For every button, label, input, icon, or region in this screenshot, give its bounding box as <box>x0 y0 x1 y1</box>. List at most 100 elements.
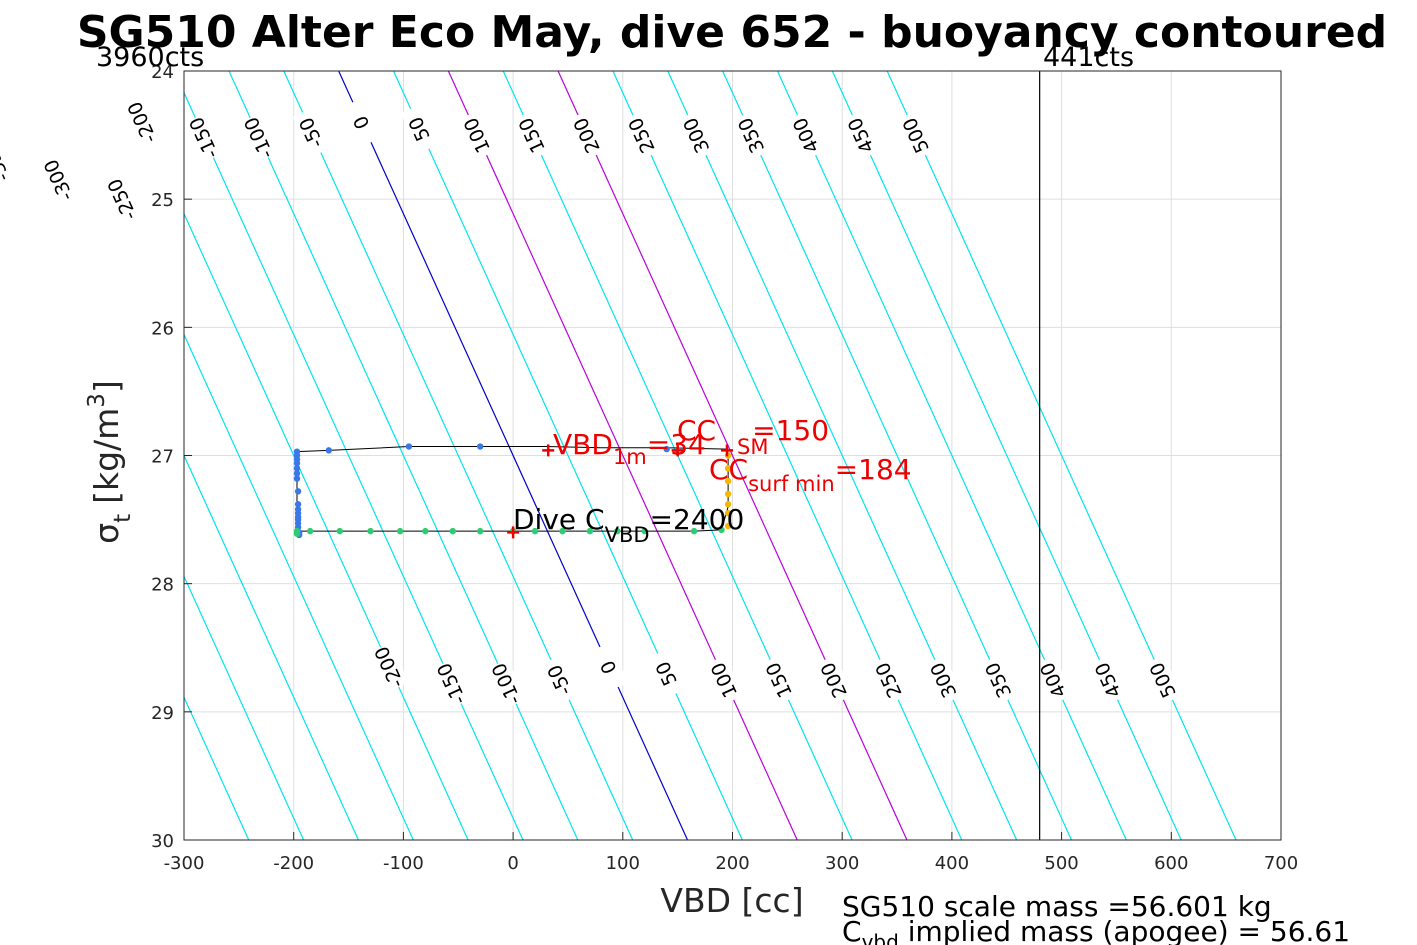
right-cts-label: 441cts <box>1043 42 1134 73</box>
contour-line <box>667 71 1018 840</box>
y-tick-label: 26 <box>151 318 174 339</box>
descent-point <box>293 459 301 467</box>
descent-point <box>405 443 413 450</box>
surface-point <box>724 477 732 485</box>
contour-label-bg <box>589 642 629 692</box>
descent-point <box>325 447 333 454</box>
contour-labels: -400-350-300-250-200-150-100-50050100150… <box>0 97 1183 709</box>
y-axis-label: σt[kg/m3] <box>84 380 136 544</box>
contour-line <box>338 71 689 840</box>
ascent-point <box>396 527 404 535</box>
contour-label-bg <box>540 655 580 705</box>
red-plus-marker <box>671 444 684 457</box>
contour-label: -300 <box>40 156 78 204</box>
contour-label-bg <box>897 110 936 160</box>
contour-label: -150 <box>433 659 471 707</box>
contour-line <box>184 333 414 840</box>
x-tick-label: 400 <box>935 853 969 874</box>
y-tick-label: 28 <box>151 575 174 596</box>
x-tick-label: 300 <box>825 853 859 874</box>
contour-label: -350 <box>0 137 14 185</box>
x-tick-label: 200 <box>715 853 749 874</box>
contour-line <box>184 212 469 840</box>
red-markers <box>507 444 734 539</box>
contour-line <box>283 71 634 840</box>
x-tick-label: 100 <box>606 853 640 874</box>
contour-label-bg <box>842 110 881 160</box>
chart-title: SG510 Alter Eco May, dive 652 - buoyancy… <box>77 7 1387 58</box>
surface-point <box>724 522 732 530</box>
contour-line <box>776 71 1127 840</box>
cc-annotation: CC =150 <box>677 414 829 447</box>
y-tick-label: 24 <box>151 62 174 83</box>
surface-point <box>724 490 732 498</box>
contour-label-bg <box>123 97 162 147</box>
contour-label-bg <box>1089 655 1128 705</box>
contour-label-bg <box>1034 655 1073 705</box>
ascent-point <box>336 527 343 535</box>
dive-c-vbd-annotation: Dive CVBD=2400 <box>513 503 744 547</box>
descent-point <box>476 443 484 450</box>
ascent-point <box>306 527 314 535</box>
contour-label-bg <box>869 655 909 705</box>
contour-line <box>392 71 743 840</box>
ascent-point <box>641 527 648 535</box>
y-tick-label: 29 <box>151 703 174 724</box>
contour-label-bg <box>815 655 854 705</box>
contour-line <box>557 71 908 840</box>
x-tick-label: -100 <box>383 853 424 874</box>
contour-line <box>228 71 579 840</box>
contour-label-bg <box>487 659 526 709</box>
contour-line <box>831 71 1182 840</box>
descent-point <box>663 445 670 453</box>
implied-mass-text: Cvbd implied mass (apogee) = 56.61 <box>842 915 1350 945</box>
contour-label-bg <box>292 107 331 158</box>
y-axis-ticks: 24 25 26 27 28 29 30 <box>151 62 192 852</box>
surface-point <box>724 465 732 472</box>
y-tick-label: 30 <box>151 831 174 852</box>
contour-label-bg <box>370 642 409 692</box>
ascent-point <box>293 530 301 537</box>
cc-surf-min-annotation: CCsurf min=184 <box>709 453 912 496</box>
contour-line <box>184 91 524 840</box>
contour-line <box>184 574 305 840</box>
x-tick-label: 500 <box>1044 853 1078 874</box>
contour-label-bg <box>0 136 15 186</box>
contour-label: -100 <box>488 659 526 707</box>
ascent-point <box>422 527 429 535</box>
contour-label-bg <box>1144 655 1183 705</box>
contour-label-bg <box>103 174 142 224</box>
trace-line <box>295 446 729 532</box>
contour-label-bg <box>458 110 497 160</box>
contour-label-bg <box>185 113 224 163</box>
scale-mass-text: SG510 scale mass =56.601 kg <box>842 890 1272 923</box>
ascent-point <box>531 527 539 535</box>
ascent-point <box>559 527 566 535</box>
ascent-point <box>449 527 456 535</box>
x-tick-label: -200 <box>273 853 314 874</box>
descent-point <box>293 475 301 482</box>
ascent-point <box>367 527 374 535</box>
contour-label-bg <box>924 655 964 705</box>
contour-label-bg <box>240 113 279 163</box>
x-tick-label: 600 <box>1154 853 1188 874</box>
contour-label-bg <box>342 97 382 147</box>
descent-point <box>294 501 302 508</box>
contour-line <box>447 71 798 840</box>
red-plus-marker <box>721 444 734 457</box>
x-axis-ticks: -300 -200 -100 0 100 200 300 400 500 600 700 <box>164 832 1298 874</box>
contour-label-bg <box>400 104 439 154</box>
contour-label: -200 <box>371 643 409 691</box>
contour-label-bg <box>432 659 472 709</box>
x-tick-label: -300 <box>164 853 205 874</box>
contour-line <box>612 71 963 840</box>
contour-label: -250 <box>104 175 142 223</box>
ascent-point <box>690 527 698 535</box>
red-plus-marker <box>542 444 555 457</box>
ascent-point <box>586 527 594 535</box>
contour-label-bg <box>513 110 552 160</box>
contour-label-bg <box>705 655 744 705</box>
contour-label-bg <box>787 110 826 160</box>
descent-point <box>294 488 302 495</box>
y-tick-label: 27 <box>151 447 174 468</box>
